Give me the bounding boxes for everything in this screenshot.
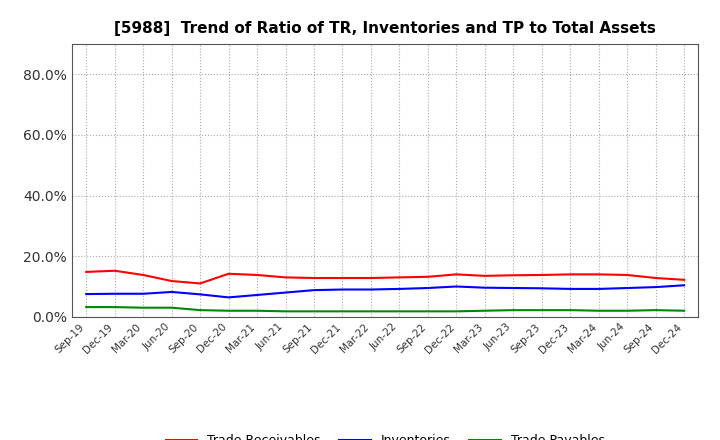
- Trade Payables: [566, 308, 575, 313]
- Trade Payables: [310, 309, 318, 314]
- Trade Payables: [652, 308, 660, 313]
- Inventories: [623, 286, 631, 291]
- Trade Receivables: [395, 275, 404, 280]
- Inventories: [566, 286, 575, 292]
- Trade Payables: [480, 308, 489, 313]
- Trade Payables: [338, 309, 347, 314]
- Trade Payables: [167, 305, 176, 310]
- Inventories: [338, 287, 347, 292]
- Trade Receivables: [623, 272, 631, 278]
- Trade Payables: [537, 308, 546, 313]
- Inventories: [225, 295, 233, 300]
- Inventories: [480, 285, 489, 290]
- Trade Payables: [282, 309, 290, 314]
- Inventories: [680, 282, 688, 288]
- Inventories: [110, 291, 119, 297]
- Trade Receivables: [196, 281, 204, 286]
- Trade Payables: [366, 309, 375, 314]
- Inventories: [509, 286, 518, 291]
- Line: Trade Receivables: Trade Receivables: [86, 271, 684, 283]
- Trade Payables: [452, 309, 461, 314]
- Inventories: [652, 284, 660, 290]
- Trade Payables: [225, 308, 233, 313]
- Inventories: [310, 287, 318, 293]
- Inventories: [366, 287, 375, 292]
- Trade Payables: [509, 308, 518, 313]
- Inventories: [595, 286, 603, 292]
- Inventories: [139, 291, 148, 297]
- Inventories: [395, 286, 404, 292]
- Legend: Trade Receivables, Inventories, Trade Payables: Trade Receivables, Inventories, Trade Pa…: [161, 429, 610, 440]
- Trade Receivables: [680, 277, 688, 282]
- Trade Receivables: [480, 273, 489, 279]
- Trade Receivables: [366, 275, 375, 281]
- Trade Payables: [82, 304, 91, 310]
- Trade Payables: [196, 308, 204, 313]
- Trade Receivables: [310, 275, 318, 281]
- Trade Receivables: [537, 272, 546, 278]
- Inventories: [167, 290, 176, 295]
- Trade Receivables: [338, 275, 347, 281]
- Trade Payables: [595, 308, 603, 313]
- Trade Receivables: [509, 273, 518, 278]
- Trade Receivables: [282, 275, 290, 280]
- Trade Receivables: [423, 274, 432, 279]
- Inventories: [82, 291, 91, 297]
- Trade Receivables: [652, 275, 660, 281]
- Trade Payables: [623, 308, 631, 313]
- Trade Receivables: [139, 272, 148, 278]
- Inventories: [537, 286, 546, 291]
- Inventories: [253, 292, 261, 297]
- Trade Receivables: [110, 268, 119, 273]
- Trade Receivables: [167, 279, 176, 284]
- Trade Receivables: [225, 271, 233, 276]
- Inventories: [423, 286, 432, 291]
- Trade Payables: [110, 304, 119, 310]
- Trade Payables: [253, 308, 261, 313]
- Line: Inventories: Inventories: [86, 285, 684, 297]
- Trade Receivables: [82, 269, 91, 275]
- Trade Receivables: [566, 272, 575, 277]
- Trade Payables: [395, 309, 404, 314]
- Trade Payables: [423, 309, 432, 314]
- Trade Receivables: [595, 272, 603, 277]
- Title: [5988]  Trend of Ratio of TR, Inventories and TP to Total Assets: [5988] Trend of Ratio of TR, Inventories…: [114, 21, 656, 36]
- Trade Receivables: [452, 272, 461, 277]
- Trade Payables: [139, 305, 148, 310]
- Inventories: [196, 292, 204, 297]
- Inventories: [282, 290, 290, 295]
- Trade Payables: [680, 308, 688, 313]
- Line: Trade Payables: Trade Payables: [86, 307, 684, 312]
- Trade Receivables: [253, 272, 261, 278]
- Inventories: [452, 284, 461, 289]
